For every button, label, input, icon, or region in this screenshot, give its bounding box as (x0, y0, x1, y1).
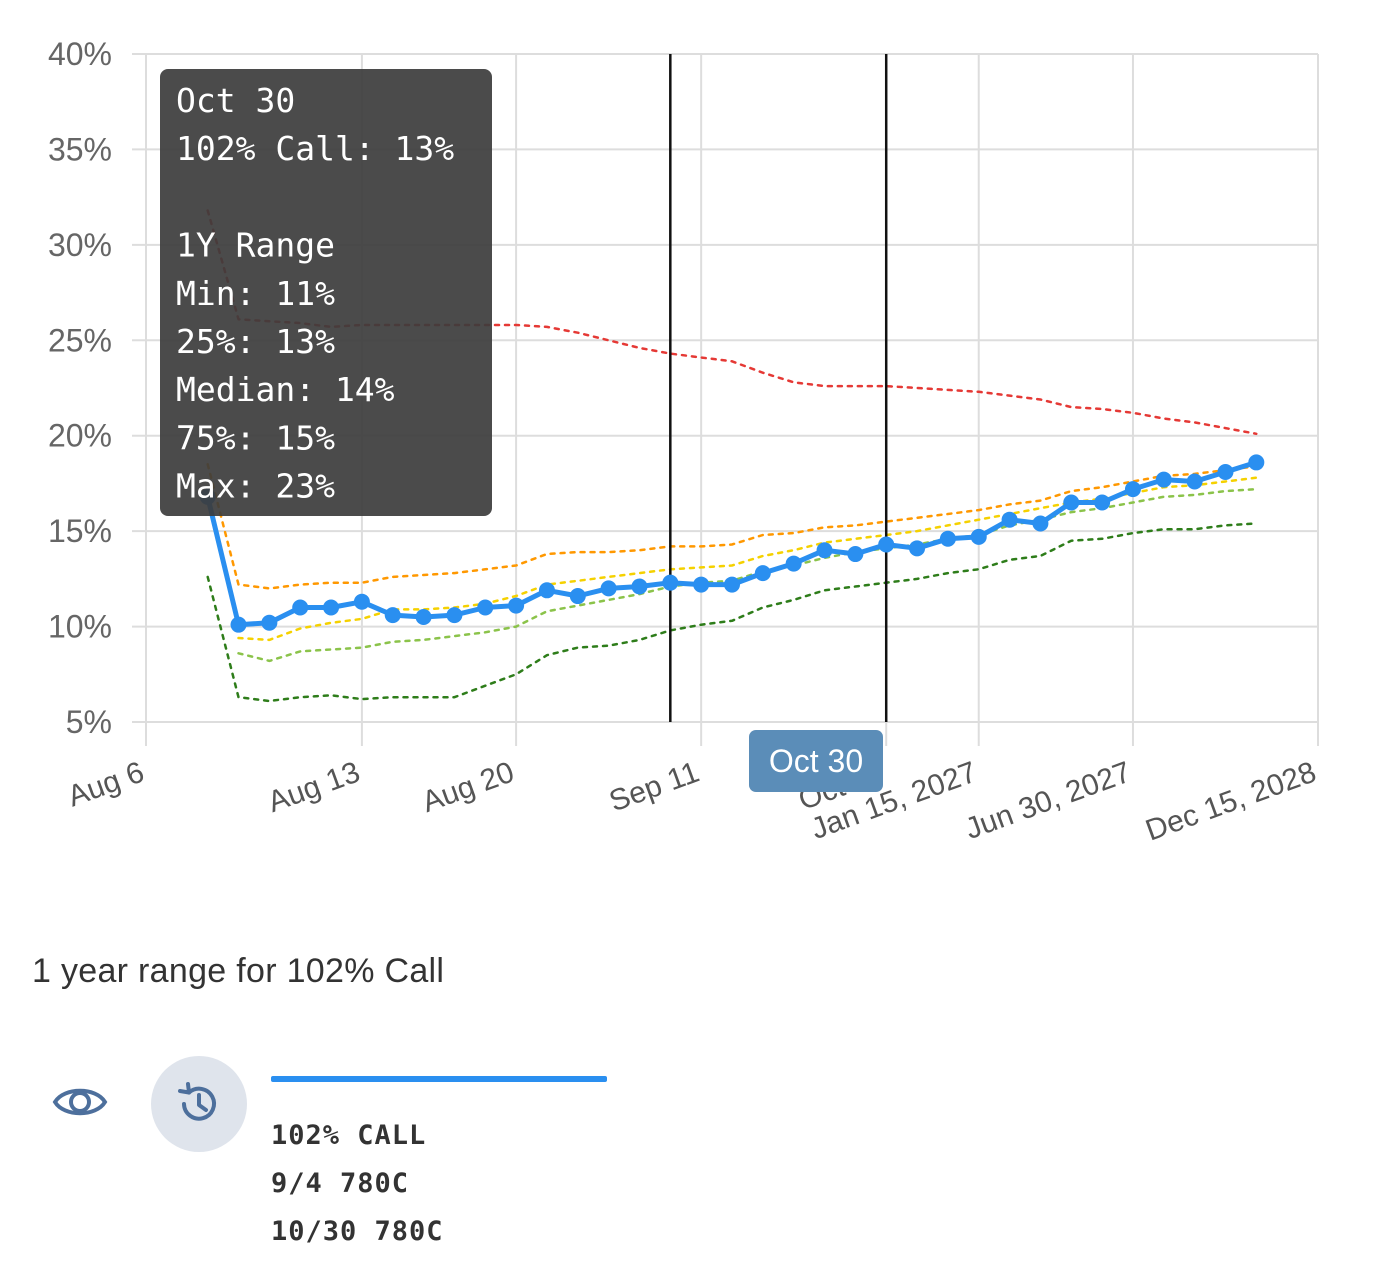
data-point (785, 555, 802, 572)
data-point (816, 542, 833, 559)
data-point (1001, 511, 1018, 528)
data-point (754, 565, 771, 582)
legend-contract-2: 10/30 780C (271, 1216, 444, 1247)
data-point (446, 607, 463, 624)
data-point (1217, 463, 1234, 480)
y-tick-label: 30% (48, 227, 112, 263)
series-line-min (206, 522, 1258, 703)
crosshair-label-text: Oct 30 (769, 743, 863, 779)
data-point (261, 614, 278, 631)
data-point (384, 607, 401, 624)
data-point (693, 576, 710, 593)
data-point (1094, 494, 1111, 511)
series-layer (205, 209, 1259, 703)
tooltip-line: Oct 30 (176, 81, 295, 120)
data-point (600, 580, 617, 597)
eye-icon (52, 1088, 108, 1116)
chart-caption: 1 year range for 102% Call (32, 952, 445, 990)
x-tick-label: Aug 20 (418, 756, 519, 820)
data-point (415, 609, 432, 626)
data-point (230, 616, 247, 633)
data-point (662, 574, 679, 591)
history-icon (178, 1082, 216, 1121)
data-point (569, 588, 586, 605)
data-point (939, 530, 956, 547)
data-point (724, 576, 740, 593)
data-point (323, 599, 340, 616)
x-tick-label: Aug 13 (264, 756, 365, 820)
data-point (1063, 494, 1080, 511)
tooltip-line: Min: 11% (176, 274, 335, 313)
y-tick-label: 35% (48, 131, 112, 167)
data-point (508, 597, 525, 614)
data-point (1248, 454, 1265, 471)
legend-contract-1: 9/4 780C (271, 1168, 410, 1199)
y-tick-label: 40% (48, 36, 112, 72)
data-point (353, 593, 370, 610)
series-line-75 (206, 463, 1258, 590)
visibility-toggle-button[interactable] (44, 1070, 116, 1134)
range-chart: 5% 10% 15% 20% 25% 30% 35% 40% Aug 6 Aug 13 Aug 2… (48, 36, 1320, 848)
data-point (538, 582, 555, 599)
tooltip-line: 75%: 15% (176, 418, 335, 457)
y-axis-ticks: 5% 10% 15% 20% 25% 30% 35% 40% (48, 36, 112, 740)
series-line-max (206, 209, 1258, 436)
y-tick-label: 25% (48, 322, 112, 358)
history-button[interactable] (151, 1056, 247, 1152)
vertical-markers (669, 54, 888, 722)
y-tick-label: 15% (48, 513, 112, 549)
x-tick-label: Dec 15, 2028 (1141, 756, 1320, 848)
data-point (631, 578, 648, 595)
x-tick-label: Sep 11 (605, 756, 704, 819)
legend-series-name: 102% CALL (271, 1120, 427, 1151)
data-point (847, 546, 864, 563)
data-point (1186, 473, 1203, 490)
call-series-points (199, 454, 1265, 633)
tooltip-line: Max: 23% (176, 467, 335, 506)
tooltip-background (160, 69, 492, 516)
y-tick-label: 10% (48, 609, 112, 645)
series-line-25 (237, 487, 1258, 663)
crosshair-label: Oct 30 (749, 730, 883, 792)
data-point (970, 528, 987, 545)
x-tick-label: Jun 30, 2027 (961, 756, 1135, 846)
tooltip-line: 1Y Range (176, 226, 335, 265)
y-tick-label: 20% (48, 418, 112, 454)
data-point (292, 599, 309, 616)
x-tick-label: Aug 6 (63, 756, 148, 814)
data-point (1032, 515, 1049, 532)
data-point (477, 599, 494, 616)
chart-tooltip: Oct 30 102% Call: 13% 1Y Range Min: 11% 25%:… (160, 69, 492, 516)
tooltip-line: 102% Call: 13% (176, 129, 454, 168)
tooltip-line: 25%: 13% (176, 322, 335, 361)
series-legend: 102% CALL 9/4 780C 10/30 780C (271, 1076, 607, 1256)
data-point (909, 540, 926, 557)
data-point (878, 536, 895, 553)
data-point (1124, 481, 1141, 498)
tooltip-line: Median: 14% (176, 370, 395, 409)
y-tick-label: 5% (66, 704, 112, 740)
data-point (1155, 471, 1172, 488)
crosshair-label-bg (749, 730, 883, 792)
legend-line-swatch (271, 1076, 607, 1082)
